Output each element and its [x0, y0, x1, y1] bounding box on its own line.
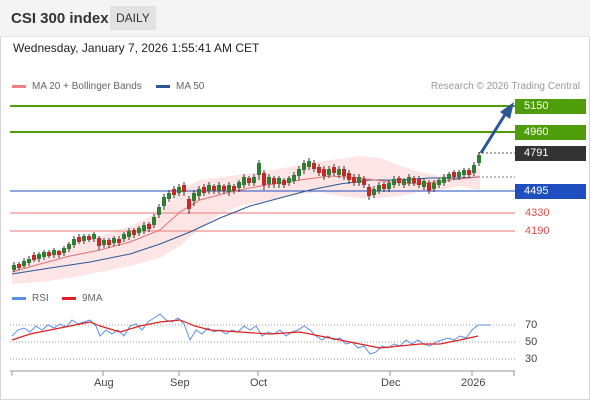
rsi-legend-label: RSI — [32, 293, 49, 304]
x-label-sep: Sep — [170, 377, 190, 389]
timeframe-badge[interactable]: DAILY — [110, 6, 156, 30]
rsi-line — [11, 313, 490, 355]
9ma-legend-label: 9MA — [82, 293, 103, 304]
x-label-2026: 2026 — [461, 377, 486, 389]
legend-ma50: MA 50 — [156, 81, 204, 92]
forecast-arrow — [479, 112, 508, 154]
rsi-axis-50: 50 — [525, 336, 538, 348]
timestamp: Wednesday, January 7, 2026 1:55:41 AM CE… — [13, 41, 260, 55]
forecast-arrowhead — [500, 102, 514, 119]
rsi-swatch — [12, 297, 26, 300]
x-label-dec: Dec — [381, 377, 401, 389]
level-box-5150: 5150 — [515, 99, 586, 114]
legend-rsi: RSI — [12, 293, 49, 304]
ma20-legend-label: MA 20 + Bollinger Bands — [32, 81, 142, 92]
instrument-title: CSI 300 index — [11, 10, 109, 27]
pivot-box-4495: 4495 — [515, 184, 586, 199]
candlesticks — [12, 152, 481, 272]
ma20-swatch — [12, 85, 26, 88]
x-label-aug: Aug — [94, 377, 114, 389]
rsi-axis-70: 70 — [525, 319, 538, 331]
rsi-9ma-line — [11, 319, 479, 349]
bollinger-band — [12, 156, 480, 284]
9ma-swatch — [62, 297, 76, 300]
legend-ma20: MA 20 + Bollinger Bands — [12, 81, 142, 92]
support-label-4330: 4330 — [525, 207, 550, 219]
rsi-axis-30: 30 — [525, 353, 538, 365]
legend-9ma: 9MA — [62, 293, 103, 304]
level-box-4960: 4960 — [515, 125, 586, 140]
ma50-legend-label: MA 50 — [176, 81, 205, 92]
support-label-4190: 4190 — [525, 225, 550, 237]
ma50-swatch — [156, 85, 170, 88]
last-price-box: 4791 — [515, 146, 586, 161]
chart-header: CSI 300 index DAILY — [0, 0, 590, 37]
research-credit: Research © 2026 Trading Central — [430, 81, 580, 92]
x-label-oct: Oct — [250, 377, 268, 389]
